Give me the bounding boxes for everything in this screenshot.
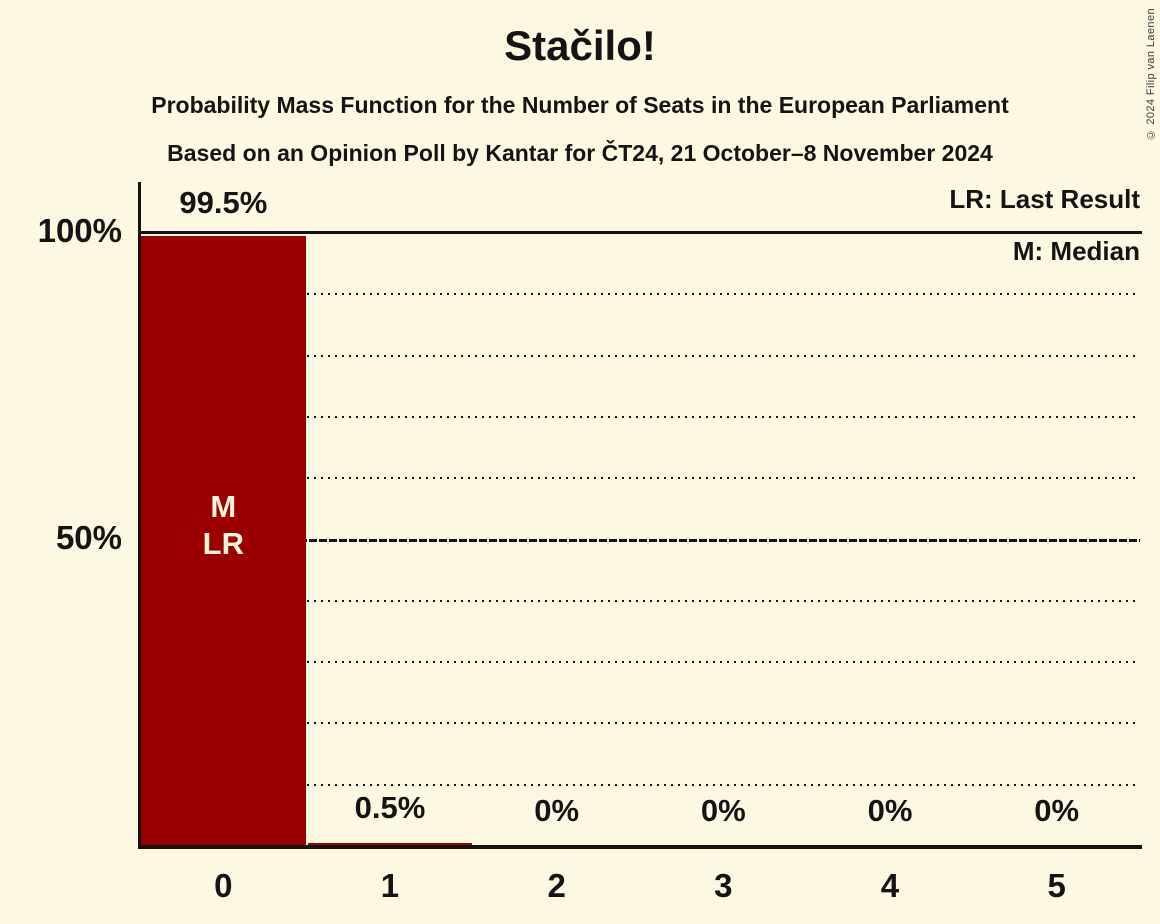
bar-seats-1 (307, 843, 473, 846)
gridline-80pct (139, 354, 1140, 357)
gridline-20pct (139, 722, 1140, 725)
gridline-70pct (139, 415, 1140, 418)
legend-median: M: Median (1012, 236, 1140, 266)
value-label-seats-2: 0% (534, 793, 580, 828)
legend-last-result: LR: Last Result (949, 184, 1140, 214)
x-tick-1: 1 (380, 867, 400, 904)
plot-area: 99.5% 0.5% 0% 0% 0% 0% 0 1 2 3 4 5 M LR (139, 185, 1140, 904)
x-tick-5: 5 (1047, 867, 1066, 904)
gridline-90pct (139, 293, 1140, 296)
value-label-seats-5: 0% (1034, 793, 1080, 828)
chart-title: Stačilo! (504, 22, 656, 69)
x-axis-baseline (138, 845, 1142, 849)
chart-subtitle: Probability Mass Function for the Number… (151, 92, 1009, 118)
bar-seats-0 (141, 236, 306, 846)
chart-poll-info: Based on an Opinion Poll by Kantar for Č… (167, 140, 993, 166)
gridline-100pct (138, 231, 1142, 234)
y-axis-line (138, 182, 141, 846)
gridline-50pct (139, 538, 1140, 542)
gridline-40pct (139, 599, 1140, 602)
gridline-30pct (139, 661, 1140, 664)
copyright-notice: © 2024 Filip van Laenen (1145, 8, 1157, 141)
bar-annotation-median-lastresult: M LR (140, 488, 307, 562)
x-tick-0: 0 (214, 867, 233, 904)
gridline-60pct (139, 477, 1140, 480)
bar-annotation-line: LR (202, 526, 244, 561)
x-tick-4: 4 (880, 867, 900, 904)
value-label-seats-0: 99.5% (179, 185, 268, 221)
bar-annotation-line: M (210, 489, 237, 524)
x-tick-2: 2 (547, 867, 566, 904)
gridline-10pct (139, 783, 1140, 786)
value-label-seats-3: 0% (700, 793, 746, 828)
y-tick-50pct: 50% (55, 518, 122, 556)
x-tick-3: 3 (714, 867, 733, 904)
y-tick-100pct: 100% (37, 212, 122, 249)
value-label-seats-4: 0% (867, 793, 913, 828)
value-label-seats-1: 0.5% (354, 790, 426, 825)
